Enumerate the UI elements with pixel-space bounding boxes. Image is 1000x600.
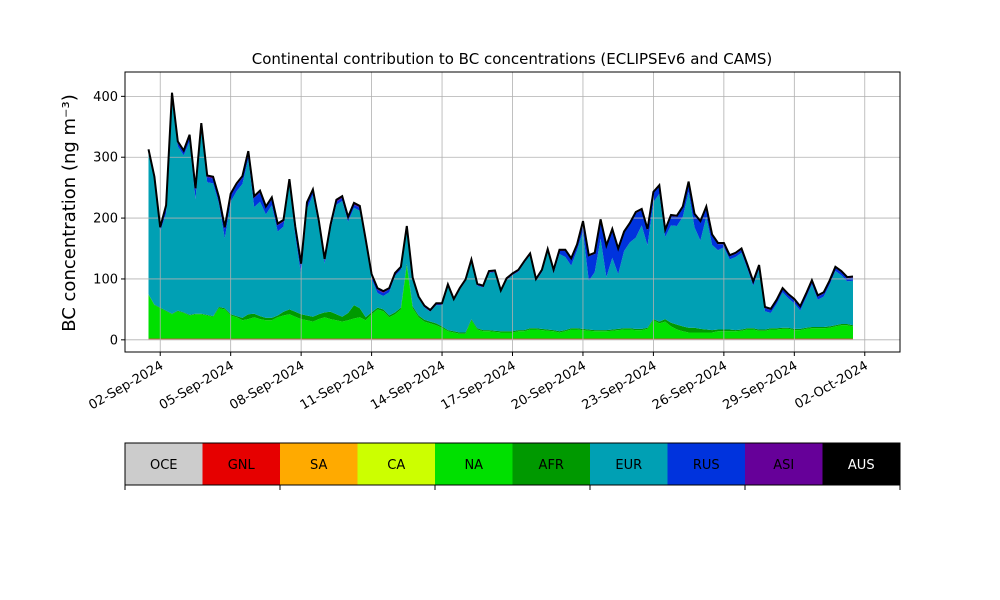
x-tick-label: 20-Sep-2024 — [509, 358, 589, 413]
legend-swatch-afr — [512, 443, 590, 485]
legend-label: EUR — [615, 458, 642, 473]
x-tick-label: 02-Oct-2024 — [792, 358, 870, 412]
total-outline — [147, 92, 854, 312]
x-tick-label: 26-Sep-2024 — [650, 358, 730, 413]
legend-swatch-aus — [822, 443, 900, 485]
y-tick-label: 100 — [93, 272, 118, 287]
x-tick-label: 17-Sep-2024 — [439, 358, 519, 413]
x-tick-label: 23-Sep-2024 — [580, 358, 660, 413]
area-eur — [148, 100, 853, 333]
x-tick-label: 05-Sep-2024 — [157, 358, 237, 413]
y-axis-label: BC concentration (ng m⁻³) — [59, 94, 80, 332]
legend-swatch-oce — [125, 443, 203, 485]
x-tick-label: 02-Sep-2024 — [86, 358, 166, 413]
color-legend: OCE GNL SA CA NA AFR EUR RUS ASI AUS — [124, 442, 901, 490]
legend-frame — [124, 442, 901, 486]
chart-title: Continental contribution to BC concentra… — [252, 50, 773, 68]
y-tick-label: 300 — [93, 151, 118, 166]
legend-label: ASI — [773, 458, 794, 473]
legend-swatch-ca — [357, 443, 435, 485]
y-tick-label: 0 — [110, 333, 118, 348]
x-tick-label: 08-Sep-2024 — [227, 358, 307, 413]
legend-swatch-na — [435, 443, 513, 485]
legend-label: OCE — [150, 458, 178, 473]
legend-swatch-asi — [745, 443, 823, 485]
x-tick-label: 14-Sep-2024 — [368, 358, 448, 413]
x-tick-label: 11-Sep-2024 — [298, 358, 378, 413]
x-tick-label: 29-Sep-2024 — [720, 358, 800, 413]
legend-label: CA — [387, 458, 405, 473]
area-afr — [148, 263, 853, 334]
legend-swatch-rus — [667, 443, 745, 485]
area-rus — [148, 94, 853, 313]
y-tick-label: 400 — [93, 90, 118, 105]
area-gnl — [148, 338, 853, 340]
legend-label: RUS — [693, 458, 720, 473]
x-axis-ticks: 02-Sep-202405-Sep-202408-Sep-202411-Sep-… — [86, 352, 871, 413]
legend-label: AFR — [539, 458, 564, 473]
grid-lines — [125, 72, 900, 352]
legend-label: SA — [310, 458, 327, 473]
y-axis-ticks: 0 100 200 300 400 — [93, 90, 125, 348]
stacked-areas — [148, 92, 853, 340]
y-tick-label: 200 — [93, 212, 118, 227]
legend-swatch-gnl — [202, 443, 280, 485]
legend-label: AUS — [848, 458, 875, 473]
legend-label: GNL — [228, 458, 256, 473]
legend-swatch-eur — [590, 443, 668, 485]
legend-label: NA — [464, 458, 483, 473]
area-na — [148, 265, 853, 339]
legend-swatch-sa — [280, 443, 358, 485]
